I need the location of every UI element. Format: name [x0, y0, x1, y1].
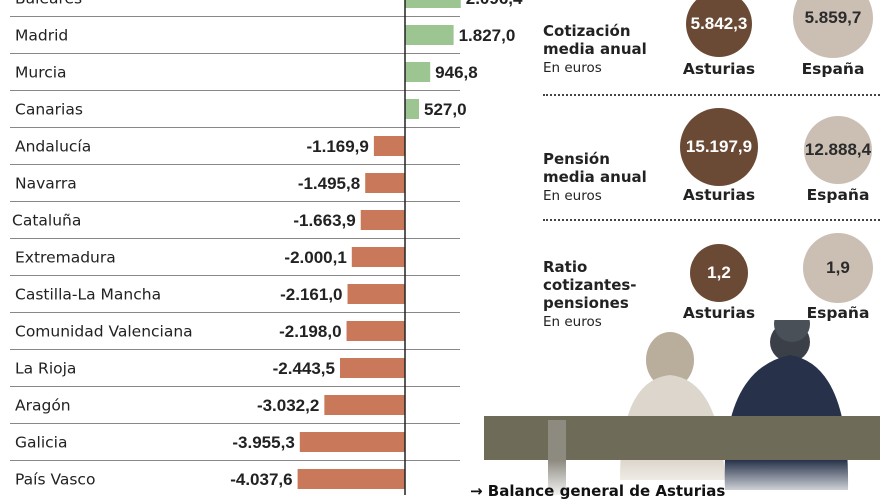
bar-row: Madrid 1.827,0	[10, 16, 516, 45]
value-label: -3.032,2	[257, 396, 319, 415]
bar-row: Galicia -3.955,3	[10, 423, 460, 452]
value-label: 2.096,4	[466, 0, 523, 8]
panel-title-line: pensiones	[543, 294, 629, 312]
value-label: -3.955,3	[232, 433, 294, 452]
panel-title-line: Ratio	[543, 258, 588, 276]
panel-heading: Ratio cotizantes-pensiones En euros	[543, 258, 637, 330]
seniors-on-bench-photo	[470, 320, 880, 495]
asturias-label: Asturias	[682, 186, 756, 204]
bar-row: Castilla-La Mancha -2.161,0	[10, 275, 460, 304]
bar-row: Aragón -3.032,2	[10, 386, 460, 415]
panel-title-line: Pensión	[543, 150, 610, 168]
bar	[346, 321, 405, 341]
value-label: -1.663,9	[293, 211, 355, 230]
value-label: 946,8	[435, 63, 478, 82]
bar	[405, 25, 454, 45]
asturias-value-circle: 15.197,9	[680, 108, 758, 186]
bar	[360, 210, 405, 230]
espana-label: España	[806, 186, 870, 204]
category-label: Comunidad Valenciana	[15, 323, 193, 341]
category-label: Galicia	[15, 434, 67, 452]
asturias-value-circle: 5.842,3	[686, 0, 752, 57]
bar-row: Andalucía -1.169,9	[10, 127, 460, 156]
panel-heading: Cotización media anual En euros	[543, 22, 647, 76]
value-label: -4.037,6	[230, 470, 292, 489]
panel-title-line: media anual	[543, 168, 647, 186]
category-label: Canarias	[15, 101, 83, 119]
category-label: Cataluña	[12, 212, 81, 230]
bar-row: País Vasco -4.037,6	[10, 460, 460, 489]
bar	[351, 247, 405, 267]
category-label: Extremadura	[15, 249, 116, 267]
bar	[405, 99, 420, 119]
bar-row: Murcia 946,8	[10, 53, 478, 82]
dotted-divider	[543, 94, 880, 96]
bar	[299, 432, 405, 452]
panel-subtitle: En euros	[543, 188, 602, 204]
panel-subtitle: En euros	[543, 60, 602, 76]
bar	[405, 62, 431, 82]
asturias-label: Asturias	[682, 304, 756, 322]
value-label: 527,0	[424, 100, 467, 119]
value-label: 1.827,0	[459, 26, 516, 45]
bar-row: Extremadura -2.000,1	[10, 238, 460, 267]
panel-heading: Pensión media anual En euros	[543, 150, 647, 204]
bar	[297, 469, 405, 489]
category-label: La Rioja	[15, 360, 76, 378]
value-label: -2.443,5	[273, 359, 335, 378]
espana-value-circle: 12.888,4	[804, 116, 872, 184]
value-label: -2.161,0	[280, 285, 342, 304]
bar-row: Baleares 2.096,4	[15, 0, 523, 8]
espana-value-circle: 5.859,7	[793, 0, 873, 58]
dotted-divider	[543, 219, 880, 221]
bar-row: La Rioja -2.443,5	[10, 349, 460, 378]
bar	[347, 284, 405, 304]
bar-row: Navarra -1.495,8	[10, 164, 460, 193]
panel-title-line: media anual	[543, 40, 647, 58]
bar	[405, 0, 461, 8]
panel-title-line: Cotización	[543, 22, 631, 40]
espana-label: España	[806, 304, 870, 322]
bar	[340, 358, 405, 378]
category-label: Andalucía	[15, 138, 91, 156]
category-label: Aragón	[15, 397, 71, 415]
asturias-label: Asturias	[682, 60, 756, 78]
panel-title: Ratio cotizantes-pensiones	[543, 258, 637, 312]
panel-title: Cotización media anual	[543, 22, 647, 58]
value-label: -1.495,8	[298, 174, 360, 193]
value-label: -2.000,1	[284, 248, 346, 267]
espana-label: España	[801, 60, 865, 78]
espana-value-circle: 1,9	[803, 233, 873, 303]
category-label: Castilla-La Mancha	[15, 286, 161, 304]
category-label: Baleares	[15, 0, 82, 8]
category-label: País Vasco	[15, 471, 95, 489]
category-label: Madrid	[15, 27, 68, 45]
category-label: Murcia	[15, 64, 67, 82]
value-label: -2.198,0	[279, 322, 341, 341]
caption-balance-general: → Balance general de Asturias	[470, 482, 726, 500]
value-label: -1.169,9	[306, 137, 368, 156]
category-label: Navarra	[15, 175, 77, 193]
panel-subtitle: En euros	[543, 314, 602, 330]
panel-title: Pensión media anual	[543, 150, 647, 186]
balance-bar-chart: Baleares 2.096,4 Madrid 1.827,0 Murcia 946,8 C…	[10, 0, 523, 495]
bar	[365, 173, 405, 193]
bar-row: Cataluña -1.663,9	[10, 201, 460, 230]
bar-row: Comunidad Valenciana -2.198,0	[10, 312, 460, 341]
bar	[373, 136, 405, 156]
bar-row: Canarias 527,0	[10, 90, 467, 119]
asturias-value-circle: 1,2	[690, 244, 748, 302]
panel-title-line: cotizantes-	[543, 276, 637, 294]
bar	[324, 395, 405, 415]
